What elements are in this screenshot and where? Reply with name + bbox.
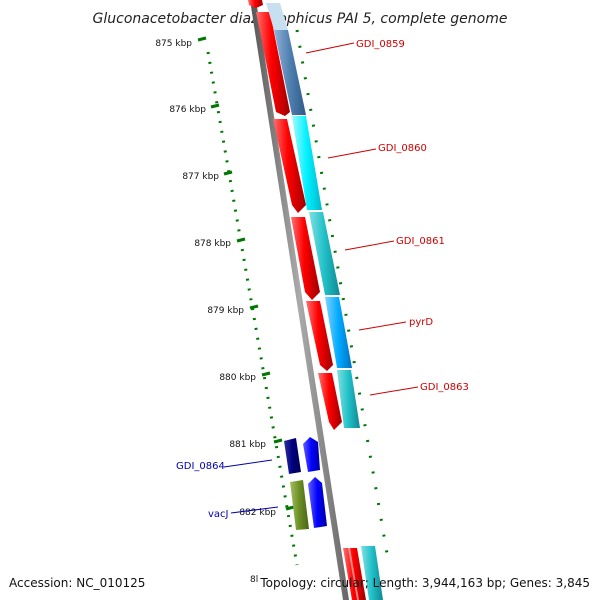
cds-arrow[interactable] — [284, 438, 301, 474]
genome-backbone — [250, 0, 349, 600]
cds-arrow[interactable] — [291, 217, 320, 300]
map-title: Gluconacetobacter diazotrophicus PAI 5, … — [93, 11, 508, 27]
ruler-label-882: 882 kbp — [239, 508, 276, 518]
ruler-label-clipped: 8l — [250, 575, 258, 585]
cds-arrow[interactable] — [308, 477, 327, 528]
ruler-label-880: 880 kbp — [219, 373, 256, 383]
ruler-label-877: 877 kbp — [182, 172, 219, 182]
cds-arrow[interactable] — [306, 301, 333, 371]
gene-name: vacJ — [208, 509, 229, 520]
ruler-label-876: 876 kbp — [169, 105, 206, 115]
gene-label-g0864[interactable]: GDI_0864 — [176, 459, 273, 472]
ruler-major-ticks — [197, 36, 295, 511]
ruler-label-881: 881 kbp — [229, 440, 266, 450]
cds-arrow[interactable] — [248, 0, 263, 8]
cds-arrow[interactable] — [303, 437, 320, 472]
gene-label-g0861[interactable]: GDI_0861 — [344, 236, 445, 251]
gene-label-vacJ[interactable]: vacJ — [208, 506, 279, 520]
gene-name: GDI_0859 — [356, 39, 405, 50]
gene-name: GDI_0864 — [176, 461, 225, 472]
gene-label-g0859[interactable]: GDI_0859 — [305, 39, 405, 54]
cds-arrow[interactable] — [256, 12, 290, 116]
gene-name: pyrD — [409, 317, 433, 328]
gene-name: GDI_0863 — [420, 382, 469, 393]
reverse-cds-track[interactable] — [284, 437, 327, 530]
gene-name: GDI_0860 — [378, 143, 427, 154]
forward-cds-track[interactable] — [248, 0, 366, 600]
topology-text: Topology: circular; Length: 3,944,163 bp… — [259, 576, 590, 590]
gene-name: GDI_0861 — [396, 236, 445, 247]
cds-arrow[interactable] — [290, 480, 309, 530]
gene-label-g0863[interactable]: GDI_0863 — [369, 382, 469, 396]
accession-text: Accession: NC_010125 — [9, 576, 145, 590]
ruler-label-879: 879 kbp — [207, 306, 244, 316]
gene-label-pyrD[interactable]: pyrD — [358, 317, 433, 331]
ruler-label-878: 878 kbp — [194, 239, 231, 249]
cds-arrow[interactable] — [273, 119, 306, 213]
gene-label-g0860[interactable]: GDI_0860 — [327, 143, 427, 159]
ruler-label-875: 875 kbp — [155, 39, 192, 49]
cds-arrow[interactable] — [318, 373, 342, 430]
cog-band-forward — [266, 3, 383, 600]
